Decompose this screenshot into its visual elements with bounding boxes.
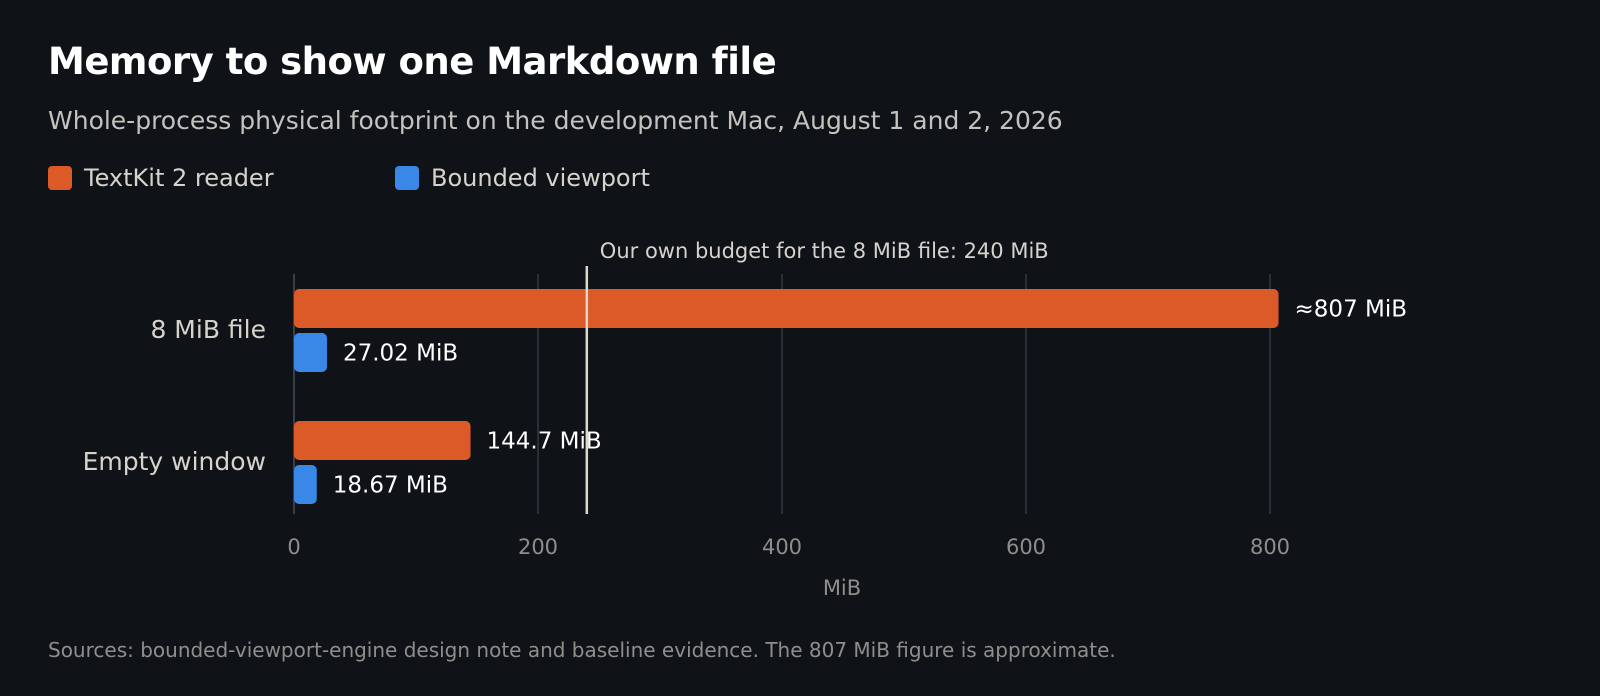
chart-title: Memory to show one Markdown file [48, 40, 777, 83]
data-label: ≈807 MiB [1295, 297, 1408, 323]
x-tick-label-600: 600 [1006, 535, 1046, 559]
x-tick-label-400: 400 [762, 535, 802, 559]
category-label: Empty window [83, 447, 266, 476]
legend-label-bounded: Bounded viewport [431, 164, 650, 192]
legend-label-textkit: TextKit 2 reader [84, 164, 274, 192]
x-axis-label: MiB [823, 576, 861, 600]
chart-subtitle: Whole-process physical footprint on the … [48, 106, 1063, 135]
bar-textkit [294, 421, 471, 460]
budget-reference-label: Our own budget for the 8 MiB file: 240 M… [600, 239, 1049, 263]
bar-textkit [294, 289, 1279, 328]
x-tick-label-200: 200 [518, 535, 558, 559]
x-tick-label-0: 0 [287, 535, 300, 559]
chart-footnote: Sources: bounded-viewport-engine design … [48, 638, 1116, 662]
x-tick-label-800: 800 [1250, 535, 1290, 559]
legend-item-textkit: TextKit 2 reader [48, 164, 274, 192]
chart-legend: TextKit 2 reader Bounded viewport [48, 164, 748, 198]
legend-swatch-bounded [395, 166, 419, 190]
category-label: 8 MiB file [150, 315, 266, 344]
data-label: 18.67 MiB [333, 473, 448, 499]
data-label: 144.7 MiB [487, 429, 602, 455]
bar-bounded [294, 333, 327, 372]
legend-swatch-textkit [48, 166, 72, 190]
data-label: 27.02 MiB [343, 341, 458, 367]
legend-item-bounded: Bounded viewport [395, 164, 650, 192]
bar-bounded [294, 465, 317, 504]
